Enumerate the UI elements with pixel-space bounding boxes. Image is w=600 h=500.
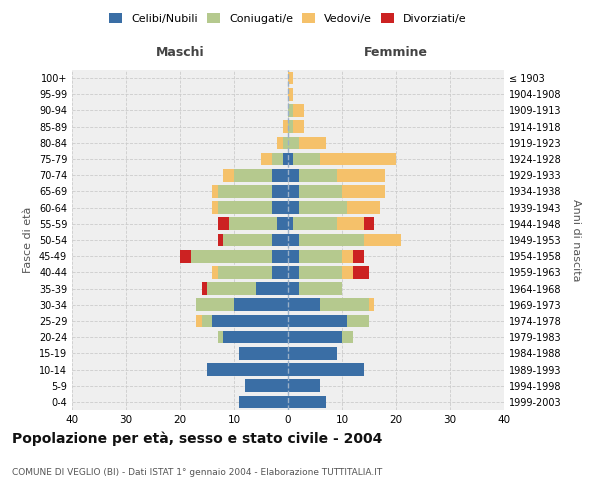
Text: COMUNE DI VEGLIO (BI) - Dati ISTAT 1° gennaio 2004 - Elaborazione TUTTITALIA.IT: COMUNE DI VEGLIO (BI) - Dati ISTAT 1° ge…	[12, 468, 382, 477]
Bar	[299, 282, 342, 295]
Bar	[277, 218, 288, 230]
Bar	[272, 234, 288, 246]
Bar	[261, 152, 272, 166]
Bar	[212, 266, 218, 278]
Bar	[207, 282, 256, 295]
Bar	[293, 218, 337, 230]
Bar	[229, 218, 277, 230]
Bar	[288, 169, 299, 181]
Bar	[202, 314, 212, 328]
Bar	[218, 185, 272, 198]
Bar	[223, 169, 234, 181]
Bar	[191, 250, 272, 262]
Bar	[288, 380, 320, 392]
Bar	[256, 282, 288, 295]
Bar	[293, 120, 304, 133]
Bar	[288, 152, 293, 166]
Bar	[299, 234, 364, 246]
Bar	[320, 152, 396, 166]
Bar	[320, 298, 369, 311]
Bar	[218, 234, 223, 246]
Bar	[283, 120, 288, 133]
Bar	[288, 347, 337, 360]
Bar	[288, 250, 299, 262]
Bar	[342, 185, 385, 198]
Bar	[272, 266, 288, 278]
Bar	[288, 104, 293, 117]
Bar	[288, 331, 342, 344]
Bar	[353, 266, 369, 278]
Bar	[299, 266, 342, 278]
Bar	[364, 218, 374, 230]
Text: Femmine: Femmine	[364, 46, 428, 59]
Bar	[218, 266, 272, 278]
Bar	[288, 314, 347, 328]
Bar	[342, 266, 353, 278]
Legend: Celibi/Nubili, Coniugati/e, Vedovi/e, Divorziati/e: Celibi/Nubili, Coniugati/e, Vedovi/e, Di…	[107, 10, 469, 26]
Bar	[353, 250, 364, 262]
Bar	[299, 202, 347, 214]
Bar	[299, 185, 342, 198]
Bar	[288, 202, 299, 214]
Bar	[212, 314, 288, 328]
Bar	[288, 120, 293, 133]
Bar	[288, 266, 299, 278]
Bar	[288, 72, 293, 85]
Bar	[212, 202, 218, 214]
Bar	[283, 136, 288, 149]
Bar	[347, 314, 369, 328]
Bar	[288, 363, 364, 376]
Bar	[299, 250, 342, 262]
Bar	[218, 218, 229, 230]
Bar	[288, 88, 293, 101]
Bar	[234, 298, 288, 311]
Bar	[272, 152, 283, 166]
Text: Maschi: Maschi	[155, 46, 205, 59]
Y-axis label: Anni di nascita: Anni di nascita	[571, 198, 581, 281]
Bar	[239, 396, 288, 408]
Bar	[272, 169, 288, 181]
Bar	[234, 169, 272, 181]
Text: Popolazione per età, sesso e stato civile - 2004: Popolazione per età, sesso e stato civil…	[12, 431, 382, 446]
Y-axis label: Fasce di età: Fasce di età	[23, 207, 33, 273]
Bar	[288, 136, 299, 149]
Bar	[288, 234, 299, 246]
Bar	[218, 202, 272, 214]
Bar	[223, 331, 288, 344]
Bar	[293, 152, 320, 166]
Bar	[293, 104, 304, 117]
Bar	[196, 298, 234, 311]
Bar	[239, 347, 288, 360]
Bar	[245, 380, 288, 392]
Bar	[342, 250, 353, 262]
Bar	[202, 282, 207, 295]
Bar	[299, 136, 326, 149]
Bar	[212, 185, 218, 198]
Bar	[283, 152, 288, 166]
Bar	[342, 331, 353, 344]
Bar	[218, 331, 223, 344]
Bar	[207, 363, 288, 376]
Bar	[272, 202, 288, 214]
Bar	[347, 202, 380, 214]
Bar	[180, 250, 191, 262]
Bar	[196, 314, 202, 328]
Bar	[288, 396, 326, 408]
Bar	[288, 282, 299, 295]
Bar	[288, 298, 320, 311]
Bar	[369, 298, 374, 311]
Bar	[364, 234, 401, 246]
Bar	[272, 185, 288, 198]
Bar	[223, 234, 272, 246]
Bar	[288, 218, 293, 230]
Bar	[277, 136, 283, 149]
Bar	[337, 169, 385, 181]
Bar	[272, 250, 288, 262]
Bar	[288, 185, 299, 198]
Bar	[337, 218, 364, 230]
Bar	[299, 169, 337, 181]
